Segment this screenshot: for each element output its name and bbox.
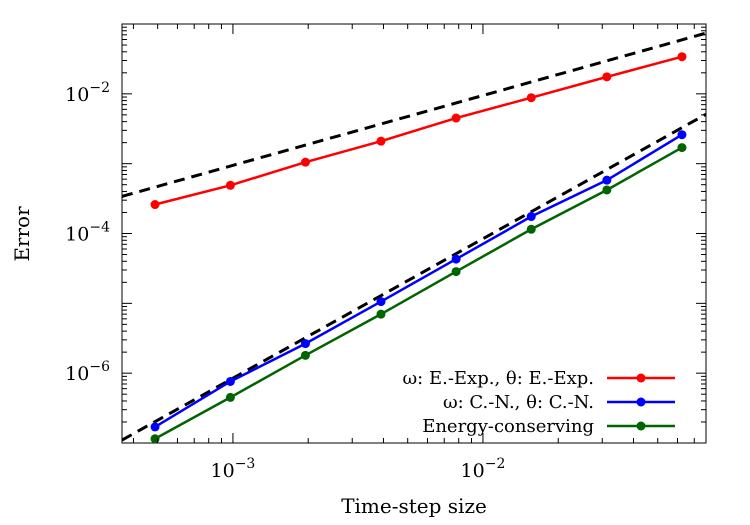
x-tick-label: 10−2 — [461, 456, 506, 482]
data-point — [300, 350, 310, 360]
legend-swatch-marker — [636, 373, 646, 383]
data-point — [150, 434, 160, 443]
x-axis-label: Time-step size — [341, 494, 487, 518]
data-point — [376, 309, 386, 319]
data-point — [602, 175, 612, 185]
y-tick-label: 10−6 — [65, 359, 110, 385]
legend-label: ω: C.-N., θ: C.-N. — [443, 392, 594, 413]
series-2 — [150, 130, 687, 432]
legend-label: ω: E.-Exp., θ: E.-Exp. — [403, 368, 595, 389]
data-point — [225, 376, 235, 386]
legend-swatch-marker — [636, 397, 646, 407]
series-line — [154, 133, 683, 428]
reference-lines — [122, 31, 706, 442]
data-point — [300, 339, 310, 349]
series-line — [154, 55, 683, 206]
data-point — [451, 267, 461, 277]
data-point — [150, 200, 160, 210]
data-point — [376, 297, 386, 307]
data-series — [150, 52, 687, 443]
data-point — [376, 136, 386, 146]
data-point — [602, 185, 612, 195]
data-point — [526, 224, 536, 234]
data-point — [602, 72, 612, 82]
data-point — [526, 93, 536, 103]
y-tick-label: 10−2 — [65, 80, 110, 106]
series-1 — [150, 52, 687, 210]
data-point — [677, 143, 687, 153]
x-tick-label: 10−3 — [211, 456, 256, 482]
data-point — [225, 180, 235, 190]
data-point — [451, 254, 461, 264]
data-point — [677, 52, 687, 62]
legend-item: Energy-conserving — [422, 416, 675, 437]
data-point — [150, 422, 160, 432]
legend-item: ω: E.-Exp., θ: E.-Exp. — [403, 368, 675, 389]
data-point — [677, 130, 687, 140]
legend-swatch-marker — [636, 421, 646, 431]
y-tick-label: 10−4 — [65, 220, 110, 246]
legend: ω: E.-Exp., θ: E.-Exp. ω: C.-N., θ: C.-N.… — [403, 368, 675, 437]
data-point — [225, 392, 235, 402]
axis-ticks: 10−3 10−2 10−6 10−4 10−2 — [65, 23, 706, 482]
data-point — [526, 212, 536, 222]
legend-item: ω: C.-N., θ: C.-N. — [443, 392, 675, 413]
data-point — [300, 157, 310, 167]
data-point — [451, 113, 461, 123]
y-axis-label: Error — [10, 206, 34, 262]
reference-line-2 — [122, 112, 706, 442]
series-line — [154, 146, 683, 440]
reference-line-1 — [122, 31, 706, 198]
legend-label: Energy-conserving — [422, 416, 594, 437]
